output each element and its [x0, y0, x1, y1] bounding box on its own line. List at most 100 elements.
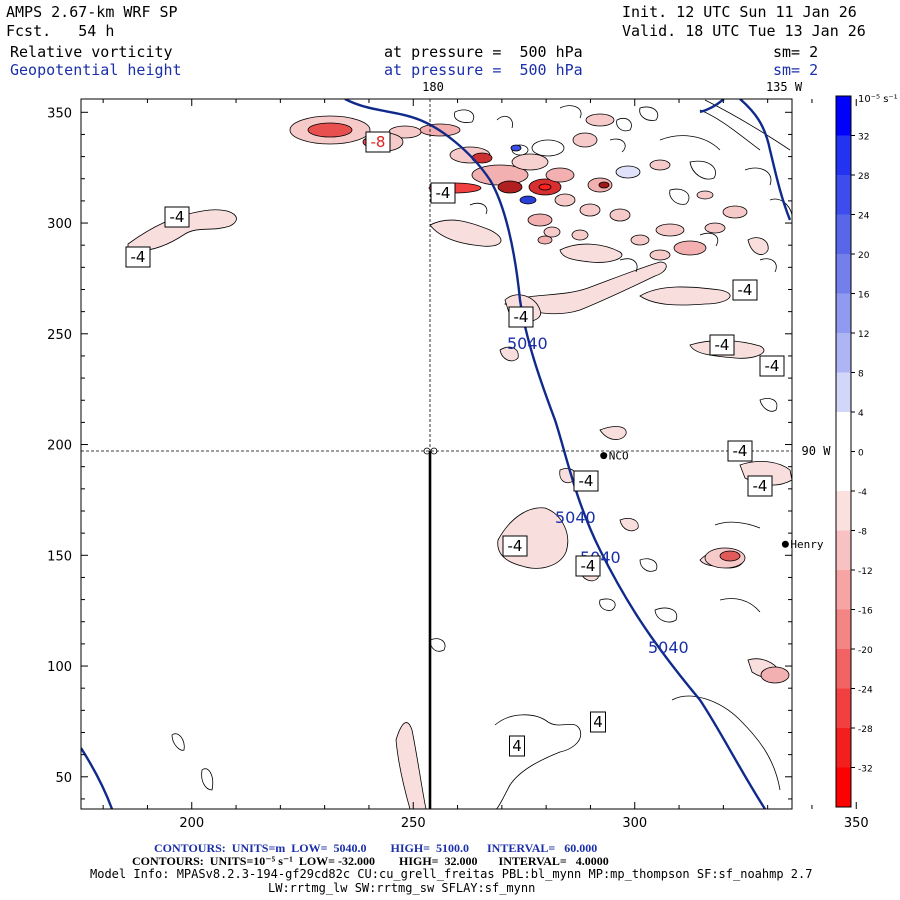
colorbar-label: 28	[858, 172, 870, 182]
svg-text:-4: -4	[170, 208, 185, 226]
vorticity-label: -4	[164, 206, 190, 228]
field1-smoothing: sm= 2	[773, 43, 819, 61]
station-henry: Henry	[781, 538, 824, 551]
svg-text:Henry: Henry	[790, 538, 823, 551]
colorbar-segment	[836, 175, 851, 215]
colorbar-segment	[836, 530, 851, 570]
height-contours-info: CONTOURS: UNITS=m LOW= 5040.0 HIGH= 5100…	[154, 841, 598, 855]
colorbar-segment	[836, 412, 851, 452]
valid-time: Valid. 18 UTC Tue 13 Jan 26	[622, 22, 866, 40]
forecast-hour: Fcst. 54 h	[6, 22, 115, 40]
colorbar-label: -8	[858, 528, 867, 538]
vorticity-clusters	[289, 113, 790, 684]
lat-lon-grid	[81, 99, 792, 452]
colorbar-label: -16	[858, 607, 873, 617]
svg-text:-4: -4	[436, 184, 451, 202]
y-tick-label: 50	[55, 771, 72, 786]
model-info: Model Info: MPASv8.2.3-194-gf29cd82c CU:…	[90, 867, 813, 881]
station-nco: NCO	[600, 450, 629, 463]
vorticity-label: -4	[502, 535, 528, 557]
svg-text:-8: -8	[371, 133, 386, 151]
svg-text:4: 4	[593, 713, 603, 731]
colorbar-label: 4	[858, 409, 864, 419]
colorbar-segment	[836, 372, 851, 412]
vorticity-label: -4	[747, 475, 773, 497]
colorbar-units: 10⁻⁵ s⁻¹	[858, 94, 898, 105]
svg-text:-4: -4	[753, 477, 768, 495]
vorticity-contour-labels: -4 -4 -8 -4 -4 -4 -4 -4 -4 -4 -4 -4 -4 4 4	[125, 131, 785, 757]
svg-text:-4: -4	[733, 442, 748, 460]
svg-text:-4: -4	[765, 357, 780, 375]
vorticity-label: -4	[727, 440, 753, 462]
meridian-180-label: 180	[422, 80, 444, 94]
model-info-line2: LW:rrtmg_lw SW:rrtmg_sw SFLAY:sf_mynn	[268, 881, 536, 895]
colorbar-label: 12	[858, 330, 869, 340]
colorbar-label: -4	[858, 488, 867, 498]
meridian-135w-label: 135 W	[766, 80, 803, 94]
model-title: AMPS 2.67-km WRF SP	[6, 3, 178, 21]
height-label: 5040	[507, 334, 548, 353]
map-frame	[80, 98, 793, 810]
colorbar-segment	[836, 609, 851, 649]
stations: NCOHenryRDGHRGAG2N	[600, 450, 824, 551]
colorbar-segment	[836, 491, 851, 531]
init-time: Init. 12 UTC Sun 11 Jan 26	[622, 3, 857, 21]
svg-text:-4: -4	[738, 281, 753, 299]
y-tick-label: 200	[47, 439, 72, 454]
map-field-layer	[81, 99, 792, 809]
vorticity-contours-info: CONTOURS: UNITS=10⁻⁵ s⁻¹ LOW= -32.000 HI…	[132, 854, 609, 868]
colorbar-label: 32	[858, 133, 869, 143]
vorticity-label: -8	[365, 131, 391, 153]
colorbar: 10⁻⁵ s⁻¹ 32 28 24 20 16 12 8 4 0 -4 -8 -12 -16 -20 -24…	[835, 94, 898, 808]
colorbar-segment	[836, 649, 851, 689]
colorbar-label: 8	[858, 370, 864, 380]
y-tick-label: 250	[47, 328, 72, 343]
field1-level: at pressure = 500 hPa	[384, 43, 583, 61]
colorbar-label: -12	[858, 567, 873, 577]
axis-ticks	[81, 99, 857, 809]
y-tick-label: 150	[47, 549, 72, 564]
station-marker-pair	[423, 447, 438, 455]
colorbar-label: 0	[858, 449, 864, 459]
y-tick-label: 300	[47, 217, 72, 232]
height-label: 5040	[555, 508, 596, 527]
field2-smoothing: sm= 2	[773, 61, 819, 79]
colorbar-label: -20	[858, 646, 873, 656]
positive-vorticity-contours	[171, 99, 792, 809]
colorbar-label: -32	[858, 765, 873, 775]
vorticity-label: -4	[575, 555, 601, 577]
svg-text:NCO: NCO	[609, 450, 629, 463]
height-label: 5040	[648, 638, 689, 657]
meridian-90w-label: 90 W	[802, 444, 832, 458]
colorbar-label: -24	[858, 686, 873, 696]
field2-name: Geopotential height	[10, 61, 182, 79]
vorticity-label: -4	[759, 355, 785, 377]
svg-text:-4: -4	[508, 537, 523, 555]
colorbar-segment	[836, 96, 851, 136]
colorbar-label: 24	[858, 212, 870, 222]
svg-text:-4: -4	[514, 308, 529, 326]
colorbar-segment	[836, 214, 851, 254]
y-tick-label: 350	[47, 106, 72, 121]
colorbar-segment	[836, 570, 851, 610]
svg-text:-4: -4	[581, 557, 596, 575]
vorticity-label: -4	[125, 246, 151, 268]
x-tick-label: 300	[622, 816, 647, 831]
svg-text:-4: -4	[131, 248, 146, 266]
vorticity-shading	[127, 209, 792, 809]
vorticity-label: -4	[430, 182, 456, 204]
vorticity-label: 4	[509, 735, 525, 757]
vorticity-label: 4	[590, 711, 606, 733]
vorticity-label: -4	[573, 470, 599, 492]
colorbar-segment	[836, 688, 851, 728]
x-tick-label: 250	[401, 816, 426, 831]
colorbar-segment	[836, 135, 851, 175]
colorbar-label: 16	[858, 291, 870, 301]
colorbar-segment	[836, 333, 851, 373]
svg-text:4: 4	[512, 737, 522, 755]
colorbar-segment	[836, 767, 851, 807]
axis-labels: 20025030035040045050100150200250300350	[47, 106, 868, 831]
svg-text:-4: -4	[579, 472, 594, 490]
colorbar-segment	[836, 451, 851, 491]
colorbar-segment	[836, 293, 851, 333]
